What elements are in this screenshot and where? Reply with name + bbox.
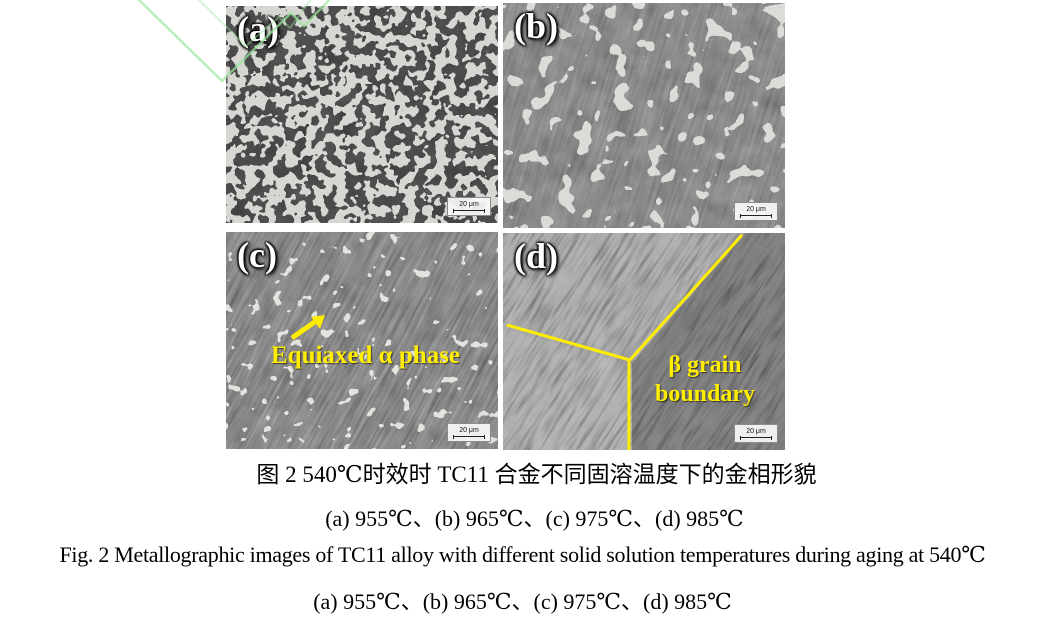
equiaxed-alpha-label: Equiaxed α phase	[271, 342, 461, 369]
caption-en-title: Fig. 2 Metallographic images of TC11 all…	[59, 542, 986, 567]
micrograph-panel-c: (c) Equiaxed α phase 20 μm	[226, 232, 498, 449]
scale-bar-d: 20 μm	[734, 424, 778, 443]
caption-zh-title: 图 2 540℃时效时 TC11 合金不同固溶温度下的金相形貌	[256, 462, 817, 487]
scale-bar-line	[740, 213, 772, 218]
scale-bar-a: 20 μm	[447, 197, 491, 216]
scale-bar-text: 20 μm	[459, 200, 479, 208]
beta-grain-boundary-label-line2: boundary	[654, 381, 756, 407]
scale-bar-line	[453, 434, 485, 439]
micrograph-texture-c	[226, 232, 498, 449]
scale-bar-c: 20 μm	[447, 423, 491, 442]
panel-label-c: (c)	[237, 235, 277, 275]
scale-bar-text: 20 μm	[746, 205, 766, 213]
scale-bar-text: 20 μm	[459, 426, 479, 434]
panel-label-b: (b)	[514, 6, 558, 46]
scale-bar-line	[740, 435, 772, 440]
caption-zh-subtitle: (a) 955℃、(b) 965℃、(c) 975℃、(d) 985℃	[325, 506, 744, 531]
beta-grain-boundary-label-line1: β grain	[668, 352, 742, 378]
panel-label-a: (a)	[237, 9, 279, 49]
scale-bar-b: 20 μm	[734, 202, 778, 221]
panel-label-d: (d)	[514, 236, 558, 276]
scale-bar-text: 20 μm	[746, 427, 766, 435]
micrograph-panel-b: (b) 20 μm	[503, 3, 785, 228]
scale-bar-line	[453, 208, 485, 213]
micrograph-panel-a: (a) 20 μm	[226, 6, 498, 223]
micrograph-panel-d: (d) β grain boundary 20 μm	[503, 233, 785, 450]
caption-en-subtitle: (a) 955℃、(b) 965℃、(c) 975℃、(d) 985℃	[313, 589, 732, 614]
beta-grain-boundary-label: β grain boundary	[647, 351, 763, 409]
micrograph-texture-b	[503, 3, 785, 228]
